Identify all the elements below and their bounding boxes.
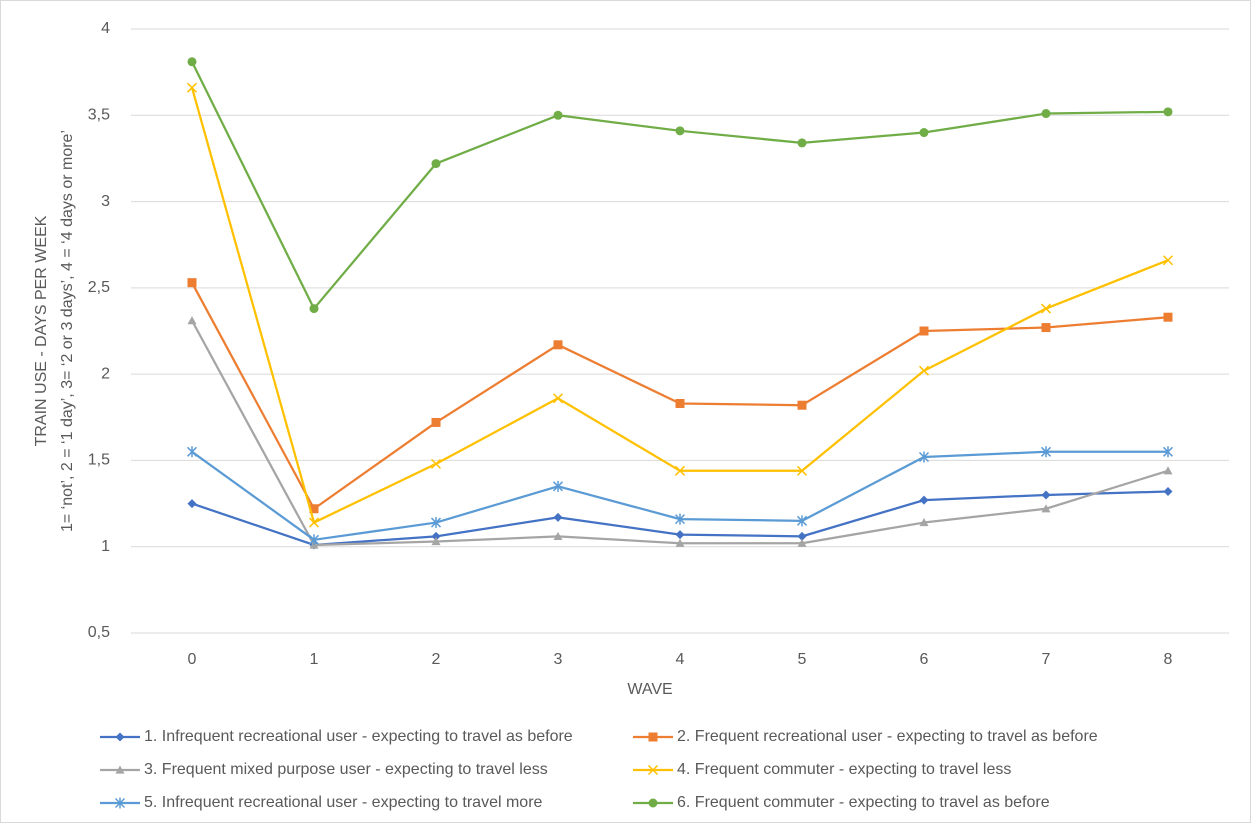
marker <box>431 417 441 427</box>
legend-label: 2. Frequent recreational user - expectin… <box>677 728 1098 745</box>
y-tick-label: 1 <box>101 538 110 555</box>
marker <box>674 513 686 525</box>
x-tick-label: 2 <box>432 651 441 668</box>
marker <box>115 732 125 742</box>
marker <box>796 465 808 476</box>
marker <box>431 531 441 541</box>
marker <box>553 110 563 120</box>
marker <box>187 57 197 67</box>
y-tick-label: 2 <box>101 365 110 382</box>
x-tick-label: 7 <box>1042 651 1051 668</box>
marker <box>918 365 930 376</box>
marker <box>796 515 808 527</box>
marker <box>674 465 686 476</box>
marker <box>1041 504 1051 513</box>
y-axis-title: TRAIN USE - DAYS PER WEEK <box>33 215 50 446</box>
marker <box>187 499 197 509</box>
marker <box>919 128 929 138</box>
marker <box>430 517 442 529</box>
marker <box>186 82 198 93</box>
marker <box>919 518 929 527</box>
x-tick-label: 4 <box>676 651 685 668</box>
marker <box>675 398 685 408</box>
marker <box>1162 446 1174 458</box>
y-tick-label: 0,5 <box>88 624 110 641</box>
marker <box>648 732 658 742</box>
marker <box>675 126 685 136</box>
marker <box>431 537 441 546</box>
marker <box>1163 312 1173 322</box>
marker <box>1040 446 1052 458</box>
x-tick-label: 5 <box>798 651 807 668</box>
marker <box>1163 466 1173 475</box>
marker <box>187 316 197 325</box>
y-tick-label: 3,5 <box>88 107 110 124</box>
marker <box>553 531 563 540</box>
marker <box>797 538 807 547</box>
marker <box>1163 107 1173 117</box>
marker <box>919 326 929 336</box>
y-tick-label: 4 <box>101 20 110 37</box>
y-tick-label: 2,5 <box>88 279 110 296</box>
marker <box>308 517 320 528</box>
x-axis-title: WAVE <box>627 681 672 698</box>
x-tick-label: 8 <box>1164 651 1173 668</box>
x-tick-label: 6 <box>920 651 929 668</box>
y-tick-label: 1,5 <box>88 452 110 469</box>
y-tick-label: 3 <box>101 193 110 210</box>
marker <box>1041 490 1051 500</box>
legend-label: 5. Infrequent recreational user - expect… <box>144 794 543 811</box>
x-tick-label: 0 <box>188 651 197 668</box>
marker <box>1041 109 1051 119</box>
marker <box>648 798 658 808</box>
marker <box>187 278 197 288</box>
marker <box>1041 323 1051 333</box>
marker <box>431 159 441 169</box>
y-axis-title: 1= ‘not’, 2 = ‘1 day’, 3= ‘2 or 3 days’,… <box>59 130 76 532</box>
marker <box>675 538 685 547</box>
marker <box>114 797 126 809</box>
legend-label: 6. Frequent commuter - expecting to trav… <box>677 794 1050 811</box>
legend-label: 1. Infrequent recreational user - expect… <box>144 728 573 745</box>
marker <box>309 504 319 514</box>
marker <box>797 400 807 410</box>
marker <box>797 138 807 148</box>
marker <box>919 495 929 505</box>
marker <box>918 451 930 463</box>
legend-label: 3. Frequent mixed purpose user - expecti… <box>144 761 548 778</box>
marker <box>647 764 659 776</box>
marker <box>186 446 198 458</box>
marker <box>675 530 685 540</box>
x-tick-label: 1 <box>310 651 319 668</box>
marker <box>309 304 319 314</box>
marker <box>552 393 564 404</box>
marker <box>553 512 563 522</box>
marker <box>308 534 320 546</box>
marker <box>115 765 125 774</box>
marker <box>1163 486 1173 496</box>
marker <box>430 458 442 469</box>
marker <box>553 340 563 350</box>
marker <box>797 531 807 541</box>
x-tick-label: 3 <box>554 651 563 668</box>
marker <box>552 480 564 492</box>
marker <box>1162 255 1174 266</box>
legend-label: 4. Frequent commuter - expecting to trav… <box>677 761 1011 778</box>
marker <box>1040 303 1052 314</box>
